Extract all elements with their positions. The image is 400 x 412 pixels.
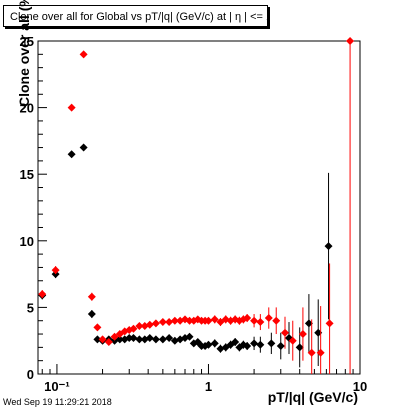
data-point-red xyxy=(288,336,297,345)
data-point-black xyxy=(210,339,219,348)
x-axis-ticks: 10⁻¹ 1 10 xyxy=(41,364,367,394)
data-point-black xyxy=(304,319,313,328)
data-point-red xyxy=(151,319,160,328)
y-axis-ticks: 0 5 10 15 20 25 xyxy=(20,34,47,382)
data-point-red xyxy=(165,318,174,327)
data-point-red xyxy=(129,324,138,333)
data-point-red xyxy=(79,50,88,59)
data-point-black xyxy=(185,332,194,341)
data-point-red xyxy=(243,314,252,323)
chart-marks xyxy=(38,37,355,374)
data-point-black xyxy=(256,340,265,349)
data-point-black xyxy=(295,343,304,352)
data-point-red xyxy=(87,292,96,301)
data-point-black xyxy=(165,334,174,343)
data-point-red xyxy=(135,322,144,331)
x-axis-label: pT/|q| (GeV/c) xyxy=(267,389,358,405)
data-point-red xyxy=(158,318,167,327)
data-point-black xyxy=(267,339,276,348)
data-point-red xyxy=(264,314,273,323)
x-tick-label: 1 xyxy=(205,379,212,394)
data-point-red xyxy=(170,316,179,325)
data-point-black xyxy=(135,335,144,344)
plot-frame xyxy=(37,40,361,375)
x-tick-label: 10⁻¹ xyxy=(44,379,70,394)
data-point-black xyxy=(250,339,259,348)
y-tick-label: 10 xyxy=(20,234,34,249)
data-point-black xyxy=(231,338,240,347)
data-point-black xyxy=(151,335,160,344)
y-tick-label: 25 xyxy=(20,34,34,49)
data-point-red xyxy=(145,320,154,329)
data-point-red xyxy=(316,348,325,357)
y-axis-label: Clone over all (%) xyxy=(16,0,32,107)
x-tick-label: 10 xyxy=(353,379,367,394)
data-point-red xyxy=(104,338,113,347)
data-point-black xyxy=(125,334,134,343)
data-point-black xyxy=(243,342,252,351)
y-tick-label: 5 xyxy=(27,300,34,315)
y-tick-label: 0 xyxy=(27,367,34,382)
data-point-black xyxy=(67,150,76,159)
data-point-red xyxy=(298,330,307,339)
data-point-red xyxy=(272,316,281,325)
data-point-red xyxy=(281,328,290,337)
chart-title: Clone over all for Global vs pT/|q| (GeV… xyxy=(3,5,268,27)
data-point-red xyxy=(307,348,316,357)
data-point-black xyxy=(79,143,88,152)
data-point-black xyxy=(129,334,138,343)
timestamp: Wed Sep 19 11:29:21 2018 xyxy=(3,397,112,407)
y-tick-label: 20 xyxy=(20,101,34,116)
data-point-black xyxy=(324,242,333,251)
data-point-red xyxy=(250,316,259,325)
data-point-black xyxy=(158,335,167,344)
data-point-red xyxy=(67,103,76,112)
data-point-red xyxy=(38,290,47,299)
data-point-red xyxy=(93,323,102,332)
data-point-red xyxy=(346,37,355,45)
data-point-black xyxy=(145,334,154,343)
y-tick-label: 15 xyxy=(20,167,34,182)
data-point-red xyxy=(185,316,194,325)
data-point-red xyxy=(256,318,265,327)
data-point-red xyxy=(325,319,334,328)
data-point-black xyxy=(276,342,285,351)
data-point-black xyxy=(204,340,213,349)
data-point-black xyxy=(87,310,96,319)
data-point-red xyxy=(98,335,107,344)
data-point-red xyxy=(51,266,60,275)
data-point-red xyxy=(210,315,219,324)
data-point-red xyxy=(204,316,213,325)
